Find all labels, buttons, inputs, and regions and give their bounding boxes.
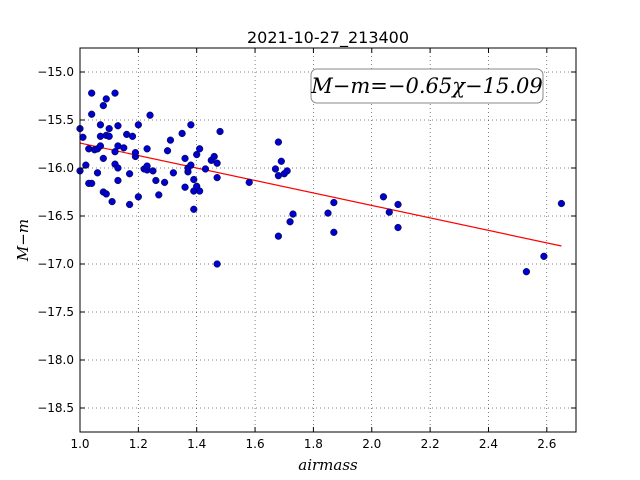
data-point [213,159,221,167]
plot-frame [79,47,577,433]
y-tick-label: −16.0 [37,161,74,175]
data-point [96,121,105,129]
data-point [134,193,142,201]
data-point [163,147,172,155]
x-tick-label: 2.6 [537,437,556,451]
data-point [79,133,87,141]
data-point [88,110,96,118]
data-point [379,193,388,201]
x-axis-label: airmass [298,456,358,474]
data-point [193,150,201,159]
data-point [114,122,122,130]
data-point [108,198,116,206]
data-point [330,198,338,207]
data-point [190,205,198,213]
data-point [274,232,283,240]
x-tick-label: 1.0 [70,437,89,451]
data-point [557,199,566,208]
x-tick-label: 1.8 [304,437,323,451]
data-point [88,89,96,97]
data-point [385,208,393,216]
data-point [102,190,110,198]
data-point [99,154,107,163]
chart-title: 2021-10-27_213400 [247,28,409,48]
y-tick-label: −18.5 [37,401,74,415]
data-point [105,125,113,133]
data-point [93,169,102,177]
y-tick-label: −18.0 [37,353,74,367]
data-point [143,145,151,153]
data-point [146,111,154,119]
data-point [82,161,90,169]
annotation-box: M−m=−0.65χ−15.09 [310,68,544,104]
data-point [178,129,186,138]
data-point [131,149,140,157]
data-point [134,121,142,129]
axis-ticks: 1.0 1.2 1.4 1.6 1.8 2.0 2.2 2.4 2.6 −15.0 −15.5 −16… [37,48,576,451]
data-point [181,154,189,163]
data-point [161,178,169,187]
x-tick-label: 2.4 [479,437,498,451]
y-tick-label: −16.5 [37,209,74,223]
data-point [210,152,218,161]
data-point [169,169,177,177]
x-tick-label: 2.2 [421,437,440,451]
data-point [201,165,210,173]
fit-line-group [79,142,562,247]
data-point [155,191,163,199]
data-point [522,268,531,276]
data-point [149,167,157,175]
data-point [190,175,198,184]
data-point [120,144,128,152]
data-point [213,174,221,182]
data-point [99,101,107,110]
data-points [76,89,566,276]
data-point [394,223,402,232]
x-tick-label: 2.0 [362,437,381,451]
y-tick-label: −15.0 [37,65,74,79]
data-point [152,176,160,185]
data-point [143,162,151,170]
x-tick-label: 1.4 [187,437,206,451]
data-point [126,200,134,209]
data-point [274,138,283,146]
data-point [283,167,291,175]
y-axis-label: M−m [14,219,32,262]
data-point [111,89,119,97]
data-point [216,127,224,136]
data-point [286,218,294,226]
data-point [196,145,204,153]
data-point [187,121,195,129]
data-point [114,164,122,172]
y-tick-label: −17.5 [37,305,74,319]
data-point [289,210,297,218]
data-point [126,170,134,178]
data-point [196,187,204,195]
data-point [394,200,402,209]
data-point [330,228,338,236]
x-tick-label: 1.2 [129,437,148,451]
data-point [102,95,110,103]
data-point [271,165,280,173]
data-point [114,176,122,185]
y-tick-label: −17.0 [37,257,74,271]
x-tick-label: 1.6 [246,437,265,451]
data-point [181,183,189,191]
fit-equation: M−m=−0.65χ−15.09 [310,74,542,98]
data-point [540,252,548,260]
data-point [187,161,195,169]
data-point [111,148,119,156]
fit-line [79,142,562,247]
data-point [324,209,332,217]
data-point [213,260,221,268]
data-point [96,142,105,150]
data-point [245,178,253,187]
data-point [277,157,285,165]
data-point [88,179,96,187]
y-tick-label: −15.5 [37,113,74,127]
data-point [166,136,175,144]
data-point [128,132,137,140]
data-point [105,132,113,140]
